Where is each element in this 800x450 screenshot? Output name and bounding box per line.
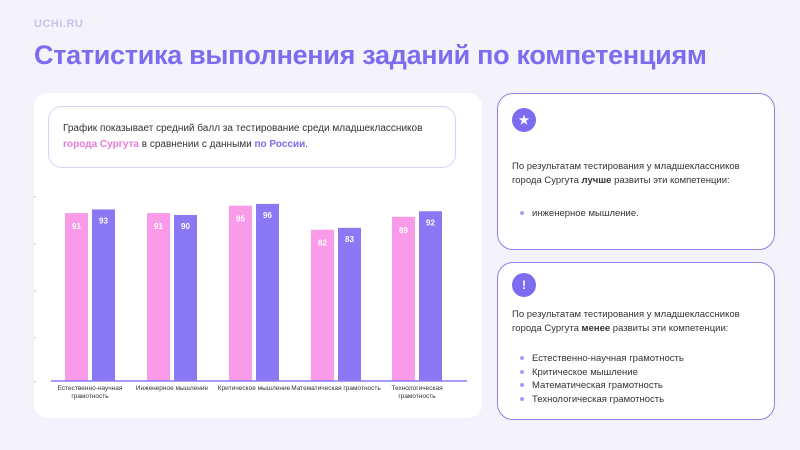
- worse-text: По результатам тестирования у младшеклас…: [512, 309, 740, 334]
- logo: UCHi.RU: [34, 18, 84, 30]
- data-label: 83: [345, 235, 354, 244]
- x-tick-label: Математическая грамотность: [291, 385, 381, 392]
- data-label: 93: [99, 216, 108, 225]
- chart-description: График показывает средний балл за тестир…: [48, 106, 456, 168]
- data-label: 92: [426, 218, 435, 227]
- y-tick: [34, 196, 36, 198]
- better-competencies-card: ★ По результатам тестирования у младшекл…: [497, 93, 775, 250]
- better-text: По результатам тестирования у младшеклас…: [512, 161, 740, 186]
- description-text: в сравнении с данными: [138, 139, 255, 150]
- data-label: 89: [399, 226, 408, 235]
- exclamation-icon: !: [512, 273, 536, 297]
- data-label: 91: [72, 222, 81, 231]
- country-highlight: по России: [254, 139, 306, 150]
- y-tick: [34, 381, 36, 383]
- description-text: .: [305, 139, 309, 150]
- worse-competencies-card: ! По результатам тестирования у младшекл…: [497, 262, 775, 420]
- bar: [92, 209, 115, 381]
- data-label: 96: [263, 211, 272, 220]
- data-label: 82: [318, 239, 327, 248]
- bar: [311, 229, 334, 381]
- worse-list: Естественно-научная грамотность Критичес…: [520, 352, 684, 406]
- x-tick-label: Критическое мышление: [217, 385, 291, 392]
- page-title: Статистика выполнения заданий по компете…: [34, 40, 707, 70]
- data-label: 95: [236, 215, 245, 224]
- bar: [174, 214, 197, 381]
- bar: [392, 216, 415, 381]
- x-tick-label: Инженерное мышление: [135, 385, 209, 392]
- bar: [229, 205, 252, 381]
- list-item: Критическое мышление: [520, 366, 684, 380]
- y-tick: [34, 290, 36, 292]
- y-tick: [34, 243, 36, 245]
- list-item: Естественно-научная грамотность: [520, 352, 684, 366]
- star-icon: ★: [512, 108, 536, 132]
- data-label: 91: [154, 222, 163, 231]
- bar-chart: 91 93 91 90 95 96 82 83 89 92: [34, 196, 467, 383]
- list-item: инженерное мышление.: [520, 207, 639, 221]
- chart-card: График показывает средний балл за тестир…: [34, 93, 482, 418]
- city-highlight: города Сургута: [63, 139, 139, 150]
- description-text: График показывает средний балл за тестир…: [63, 123, 423, 134]
- x-tick-label: Естественно-научная грамотность: [57, 385, 123, 400]
- bar: [256, 203, 279, 381]
- better-list: инженерное мышление.: [520, 207, 639, 221]
- list-item: Математическая грамотность: [520, 379, 684, 393]
- x-tick-label: Технологическая грамотность: [391, 385, 443, 400]
- y-tick: [34, 337, 36, 339]
- list-item: Технологическая грамотность: [520, 393, 684, 407]
- bar: [65, 213, 88, 381]
- data-label: 90: [181, 222, 190, 231]
- bar: [338, 227, 361, 381]
- bar: [147, 213, 170, 381]
- bar: [419, 211, 442, 381]
